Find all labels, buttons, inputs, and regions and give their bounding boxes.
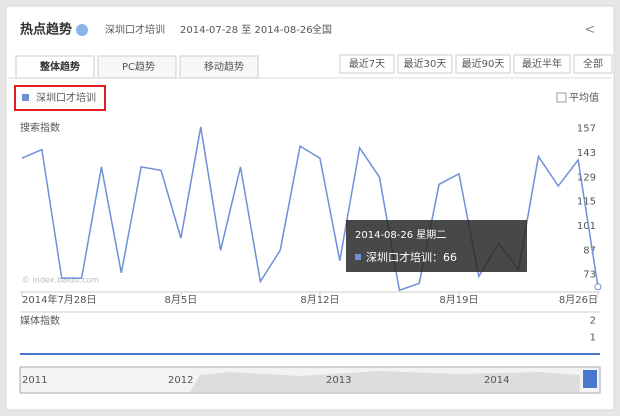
tooltip-swatch (355, 254, 361, 260)
x-tick-label: 8月26日 (559, 294, 598, 306)
y-tick-label: 143 (577, 148, 596, 159)
x-tick-label: 8月12日 (300, 294, 339, 306)
share-icon[interactable]: < (585, 23, 596, 38)
x-tick-label: 2014年7月28日 (22, 293, 97, 306)
tab[interactable] (97, 55, 177, 79)
y-tick-label: 2 (590, 316, 596, 327)
y-tick-label: 73 (583, 270, 596, 281)
timeline-label: 2013 (326, 375, 351, 386)
x-tick-label: 8月5日 (165, 294, 198, 306)
tooltip-value: 深圳口才培训：66 (366, 250, 457, 264)
average-checkbox[interactable] (556, 92, 567, 103)
timeline-shade (190, 371, 580, 392)
legend-swatch (22, 94, 29, 101)
range-button[interactable] (339, 54, 395, 74)
tooltip-separator: ： (432, 251, 443, 264)
hover-point (594, 283, 602, 291)
watermark: © index.baidu.com (22, 276, 99, 285)
timeline-handle[interactable] (583, 370, 597, 388)
range-button-label[interactable]: 最近30天 (404, 57, 447, 70)
average-label[interactable]: 平均值 (569, 91, 599, 104)
timeline-label: 2014 (484, 375, 509, 386)
help-icon[interactable] (76, 24, 88, 36)
range-button-label[interactable]: 最近7天 (349, 57, 385, 70)
region: 全国 (312, 23, 332, 36)
range-button-label[interactable]: 全部 (583, 57, 603, 70)
tooltip (346, 220, 527, 272)
keyword: 深圳口才培训 (105, 23, 165, 36)
tab-label[interactable]: PC趋势 (122, 60, 155, 73)
tooltip-series: 深圳口才培训 (366, 250, 432, 264)
range-button[interactable] (397, 54, 453, 74)
tab[interactable] (15, 55, 95, 79)
highlight-box (14, 85, 106, 111)
y-axis-label: 搜索指数 (20, 121, 60, 134)
tab-label[interactable]: 整体趋势 (39, 60, 80, 73)
range-button-label[interactable]: 最近90天 (462, 57, 505, 70)
y-tick-label: 115 (577, 197, 596, 208)
range-button[interactable] (573, 54, 613, 74)
y-tick-label: 1 (590, 332, 596, 343)
y-tick-label: 87 (583, 245, 596, 256)
range-button[interactable] (513, 54, 571, 74)
media-label: 媒体指数 (20, 314, 60, 327)
y-tick-label: 129 (577, 172, 596, 183)
y-tick-label: 157 (577, 124, 596, 135)
tab-label[interactable]: 移动趋势 (204, 60, 244, 73)
tooltip-number: 66 (443, 251, 457, 264)
range-button[interactable] (455, 54, 511, 74)
header-title: 热点趋势 (20, 22, 72, 38)
tooltip-title: 2014-08-26 星期二 (355, 229, 446, 241)
legend-label[interactable]: 深圳口才培训 (36, 91, 96, 104)
timeline-label: 2012 (168, 375, 193, 386)
x-tick-label: 8月19日 (439, 294, 478, 306)
timeline-label: 2011 (22, 375, 47, 386)
y-tick-label: 101 (577, 221, 596, 232)
tab[interactable] (179, 55, 259, 79)
date-range: 2014-07-28 至 2014-08-26 (180, 24, 313, 36)
range-button-label[interactable]: 最近半年 (522, 57, 562, 70)
